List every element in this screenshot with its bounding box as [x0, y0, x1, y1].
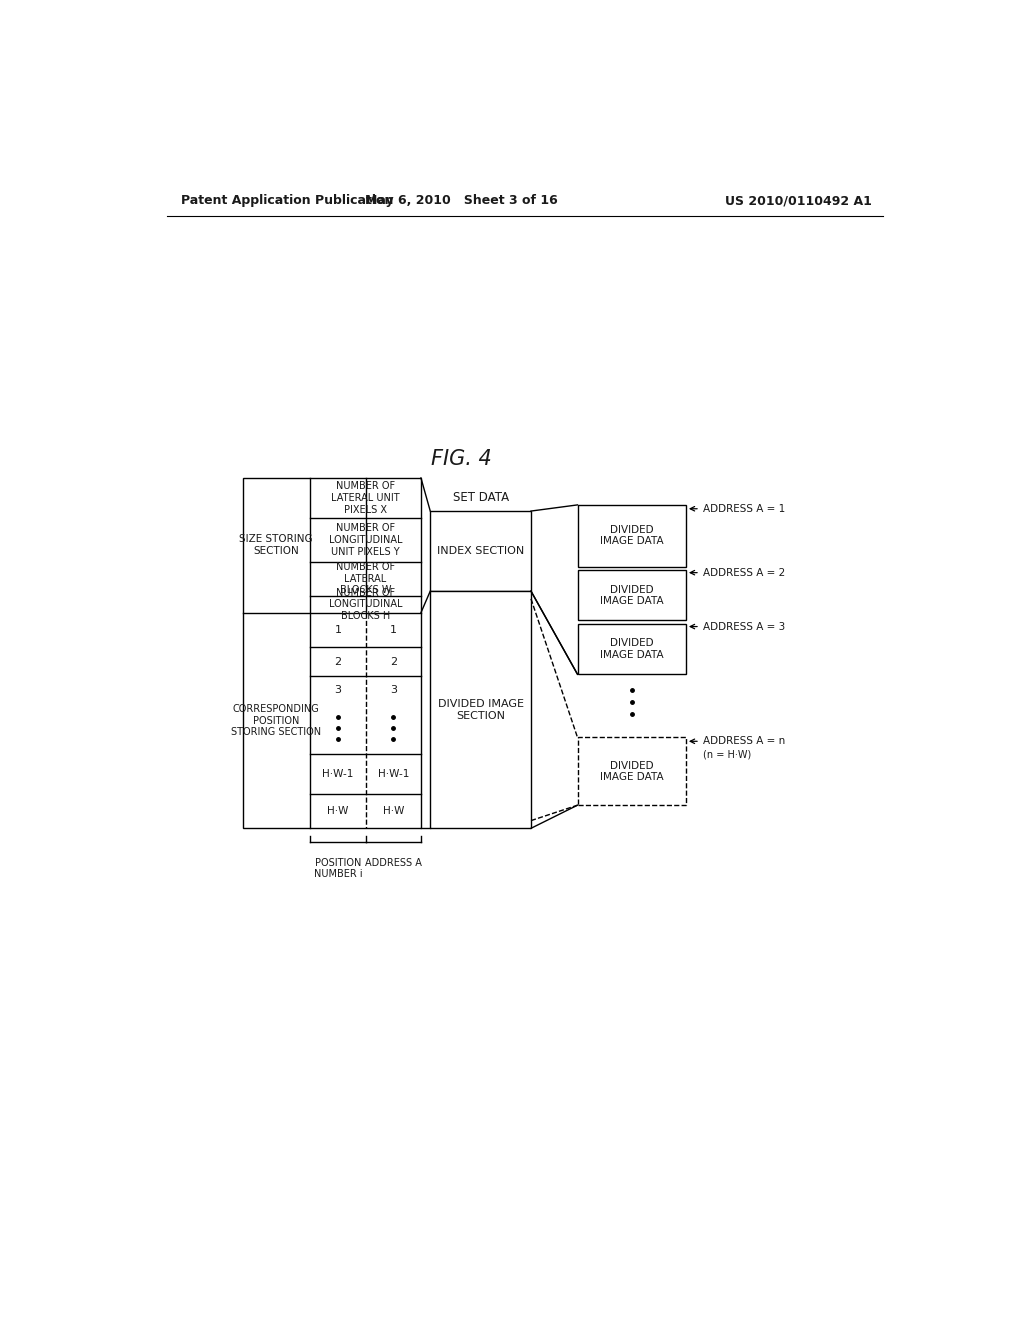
Bar: [578, 570, 686, 620]
Text: SIZE STORING
SECTION: SIZE STORING SECTION: [240, 535, 313, 556]
Text: DIVIDED IMAGE
SECTION: DIVIDED IMAGE SECTION: [437, 698, 523, 721]
Text: NUMBER OF
LONGITUDINAL
BLOCKS H: NUMBER OF LONGITUDINAL BLOCKS H: [329, 587, 402, 620]
Text: H·W-1: H·W-1: [378, 770, 410, 779]
Text: 3: 3: [335, 685, 342, 696]
Text: ADDRESS A = 1: ADDRESS A = 1: [703, 504, 785, 513]
Text: H·W: H·W: [328, 807, 349, 816]
Text: US 2010/0110492 A1: US 2010/0110492 A1: [725, 194, 872, 207]
Text: ADDRESS A: ADDRESS A: [365, 858, 422, 867]
Text: ADDRESS A = n: ADDRESS A = n: [703, 737, 785, 746]
Text: POSITION
NUMBER i: POSITION NUMBER i: [313, 858, 362, 879]
Text: DIVIDED
IMAGE DATA: DIVIDED IMAGE DATA: [600, 585, 664, 606]
Text: NUMBER OF
LONGITUDINAL
UNIT PIXELS Y: NUMBER OF LONGITUDINAL UNIT PIXELS Y: [329, 523, 402, 557]
Text: ADDRESS A = 3: ADDRESS A = 3: [703, 622, 785, 631]
Bar: [430, 511, 531, 591]
Bar: [578, 504, 686, 566]
Text: H·W: H·W: [383, 807, 404, 816]
Bar: [578, 738, 686, 805]
Text: 1: 1: [390, 626, 397, 635]
Text: May 6, 2010   Sheet 3 of 16: May 6, 2010 Sheet 3 of 16: [365, 194, 558, 207]
Text: 3: 3: [390, 685, 397, 696]
Text: DIVIDED
IMAGE DATA: DIVIDED IMAGE DATA: [600, 760, 664, 783]
Text: 1: 1: [335, 626, 342, 635]
Text: Patent Application Publication: Patent Application Publication: [180, 194, 393, 207]
Bar: [243, 478, 421, 829]
Text: 2: 2: [335, 656, 342, 667]
Text: DIVIDED
IMAGE DATA: DIVIDED IMAGE DATA: [600, 639, 664, 660]
Text: CORRESPONDING
POSITION
STORING SECTION: CORRESPONDING POSITION STORING SECTION: [231, 704, 322, 737]
Text: (n = H·W): (n = H·W): [703, 750, 752, 759]
Text: 2: 2: [390, 656, 397, 667]
Text: INDEX SECTION: INDEX SECTION: [437, 546, 524, 556]
Bar: [430, 591, 531, 829]
Text: ADDRESS A = 2: ADDRESS A = 2: [703, 568, 785, 578]
Text: NUMBER OF
LATERAL UNIT
PIXELS X: NUMBER OF LATERAL UNIT PIXELS X: [331, 482, 399, 515]
Bar: [578, 624, 686, 675]
Text: SET DATA: SET DATA: [453, 491, 509, 504]
Text: DIVIDED
IMAGE DATA: DIVIDED IMAGE DATA: [600, 525, 664, 546]
Text: FIG. 4: FIG. 4: [431, 449, 492, 469]
Text: NUMBER OF
LATERAL
BLOCKS W: NUMBER OF LATERAL BLOCKS W: [336, 562, 395, 595]
Text: H·W-1: H·W-1: [323, 770, 353, 779]
